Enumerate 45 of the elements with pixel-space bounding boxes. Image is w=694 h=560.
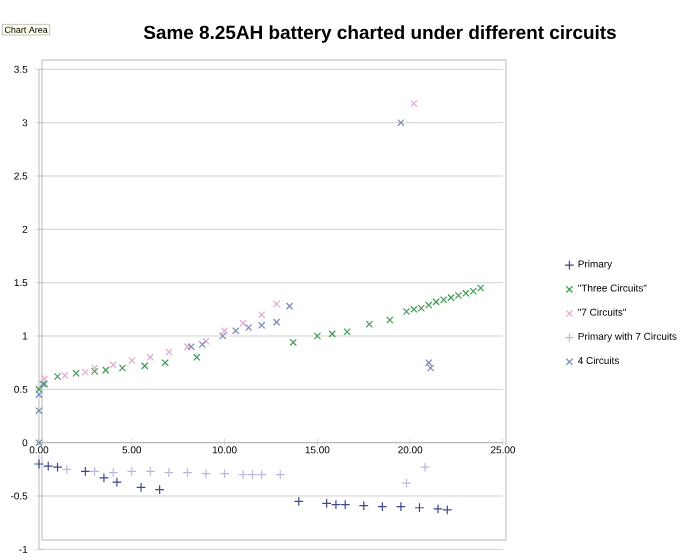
point: [272, 300, 281, 308]
point: [238, 469, 249, 480]
point: [272, 318, 281, 326]
point: [425, 301, 433, 309]
point: [447, 293, 455, 302]
point: [128, 356, 136, 365]
point: [35, 406, 43, 415]
point: [386, 316, 394, 324]
point: [40, 374, 49, 383]
point: [165, 348, 173, 356]
point: [330, 499, 341, 510]
point: [111, 477, 122, 488]
point: [313, 332, 322, 340]
point: [118, 364, 127, 372]
chart-title: Same 8.25AH battery charted under different circuits: [143, 25, 616, 43]
point: [98, 472, 109, 483]
point: [397, 118, 405, 127]
point: [439, 296, 448, 304]
point: [33, 459, 44, 469]
point: [410, 99, 418, 108]
point: [61, 371, 69, 380]
point: [343, 328, 351, 336]
point: [426, 364, 435, 372]
point: [289, 338, 297, 347]
point: [43, 461, 54, 472]
point: [462, 289, 470, 298]
point: [395, 501, 406, 512]
point: [285, 302, 294, 310]
point: [201, 468, 211, 479]
point: [442, 504, 453, 515]
point: [72, 369, 80, 378]
point: [410, 305, 418, 314]
point: [245, 323, 253, 332]
point: [141, 362, 149, 370]
point: [136, 482, 147, 493]
point: [477, 284, 485, 292]
point: [433, 503, 443, 514]
point: [163, 467, 174, 478]
point: [420, 462, 431, 473]
point: [81, 368, 90, 376]
point: [219, 332, 227, 340]
point: [328, 330, 336, 338]
point: [35, 390, 43, 399]
point: [454, 291, 463, 300]
point: [161, 358, 169, 367]
